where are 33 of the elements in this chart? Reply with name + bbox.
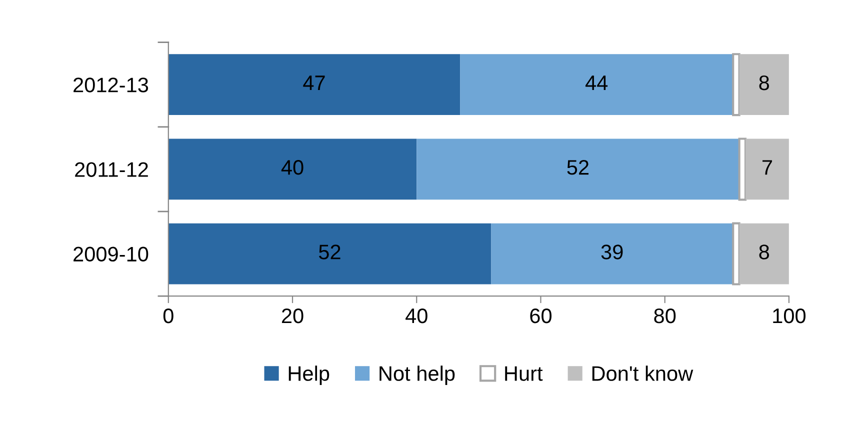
bar <box>416 138 740 200</box>
bar <box>732 222 740 286</box>
legend-label: Not help <box>380 366 455 386</box>
legend-label: Don't know <box>592 366 694 381</box>
data-label: 8 <box>759 75 770 90</box>
x-tick-label: 20 <box>282 308 304 324</box>
bar <box>168 223 492 284</box>
bar <box>460 54 734 116</box>
bar <box>746 138 789 200</box>
legend-label: Hurt <box>505 366 543 381</box>
data-label: 44 <box>585 76 608 90</box>
y-tick-label: 2012-13 <box>74 78 148 92</box>
x-tick-label: 60 <box>530 308 552 324</box>
x-tick-label: 40 <box>406 308 428 324</box>
bar <box>739 223 789 284</box>
legend-label: Help <box>288 366 330 386</box>
bar <box>491 223 734 284</box>
x-tick-label: 80 <box>654 308 676 324</box>
y-tick-label: 2009-10 <box>74 246 148 262</box>
x-tick-label: 100 <box>773 308 806 324</box>
data-label: 47 <box>303 76 325 90</box>
bar <box>739 54 789 116</box>
x-tick-label: 0 <box>163 308 174 324</box>
y-tick-label: 2011-12 <box>75 162 148 177</box>
data-label: 40 <box>281 160 304 175</box>
bar <box>168 54 460 116</box>
data-label: 52 <box>318 244 340 260</box>
data-label: 39 <box>601 244 623 260</box>
bar <box>732 53 740 116</box>
bar <box>168 138 417 200</box>
data-label: 8 <box>759 244 770 260</box>
data-label: 7 <box>762 160 772 175</box>
data-label: 52 <box>567 160 589 175</box>
